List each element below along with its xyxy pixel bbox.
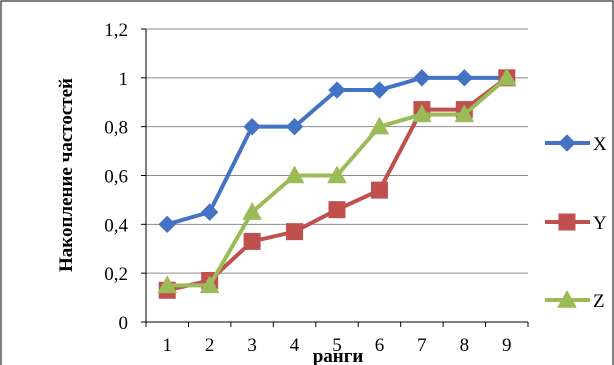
y-tick-label: 0 <box>119 313 129 334</box>
legend-item-z: Z <box>545 289 605 312</box>
legend: X Y Z <box>545 134 607 312</box>
y-tick-labels: 0 0,2 0,4 0,6 0,8 1 1,2 <box>104 20 128 334</box>
legend-item-y: Y <box>545 213 607 234</box>
axes <box>141 28 529 327</box>
data-point-x <box>455 69 474 87</box>
data-point-z <box>242 202 262 220</box>
x-tick-labels: 1 2 3 4 5 6 7 8 9 <box>162 335 511 356</box>
legend-label-z: Z <box>593 291 605 312</box>
series-layer <box>157 67 517 299</box>
legend-label-x: X <box>593 134 607 155</box>
x-tick-label: 4 <box>290 335 300 356</box>
x-tick-label: 2 <box>205 335 215 356</box>
y-tick-label: 1,2 <box>104 20 128 41</box>
data-point-y <box>243 232 261 250</box>
x-tick-label: 6 <box>375 335 385 356</box>
data-point-x <box>200 203 219 221</box>
y-tick-label: 0,4 <box>104 215 128 236</box>
data-point-x <box>243 117 261 136</box>
y-tick-label: 0,6 <box>104 167 128 188</box>
data-point-x <box>158 215 176 234</box>
data-point-z <box>327 165 347 184</box>
data-point-x <box>413 69 431 87</box>
data-point-z <box>199 275 220 294</box>
x-tick-label: 5 <box>332 335 342 356</box>
y-tick-label: 0,8 <box>104 118 128 139</box>
y-axis-title: Накопление частостей <box>56 78 77 272</box>
series-z <box>157 67 517 294</box>
legend-label-y: Y <box>593 213 607 234</box>
x-axis-title: ранги <box>313 346 364 365</box>
x-tick-label: 1 <box>162 335 172 356</box>
legend-marker-x <box>558 134 576 152</box>
data-point-z <box>496 67 517 86</box>
x-tick-label: 3 <box>247 335 257 356</box>
x-tick-label: 8 <box>460 335 470 356</box>
legend-marker-y <box>558 213 576 231</box>
data-point-z <box>369 116 390 135</box>
x-tick-label: 7 <box>417 335 427 356</box>
data-point-x <box>370 81 389 99</box>
data-point-x <box>285 117 304 136</box>
legend-item-x: X <box>545 134 607 155</box>
legend-marker-z <box>557 289 577 308</box>
data-point-z <box>412 104 432 123</box>
data-point-y <box>370 181 388 199</box>
data-point-z <box>284 165 305 184</box>
data-point-y <box>286 223 304 241</box>
data-point-y <box>328 201 346 219</box>
y-tick-label: 0,2 <box>104 264 128 285</box>
x-tick-label: 9 <box>502 335 512 356</box>
y-tick-label: 1 <box>119 69 129 90</box>
data-point-x <box>328 81 346 99</box>
data-point-z <box>157 275 178 294</box>
data-point-z <box>454 104 475 123</box>
